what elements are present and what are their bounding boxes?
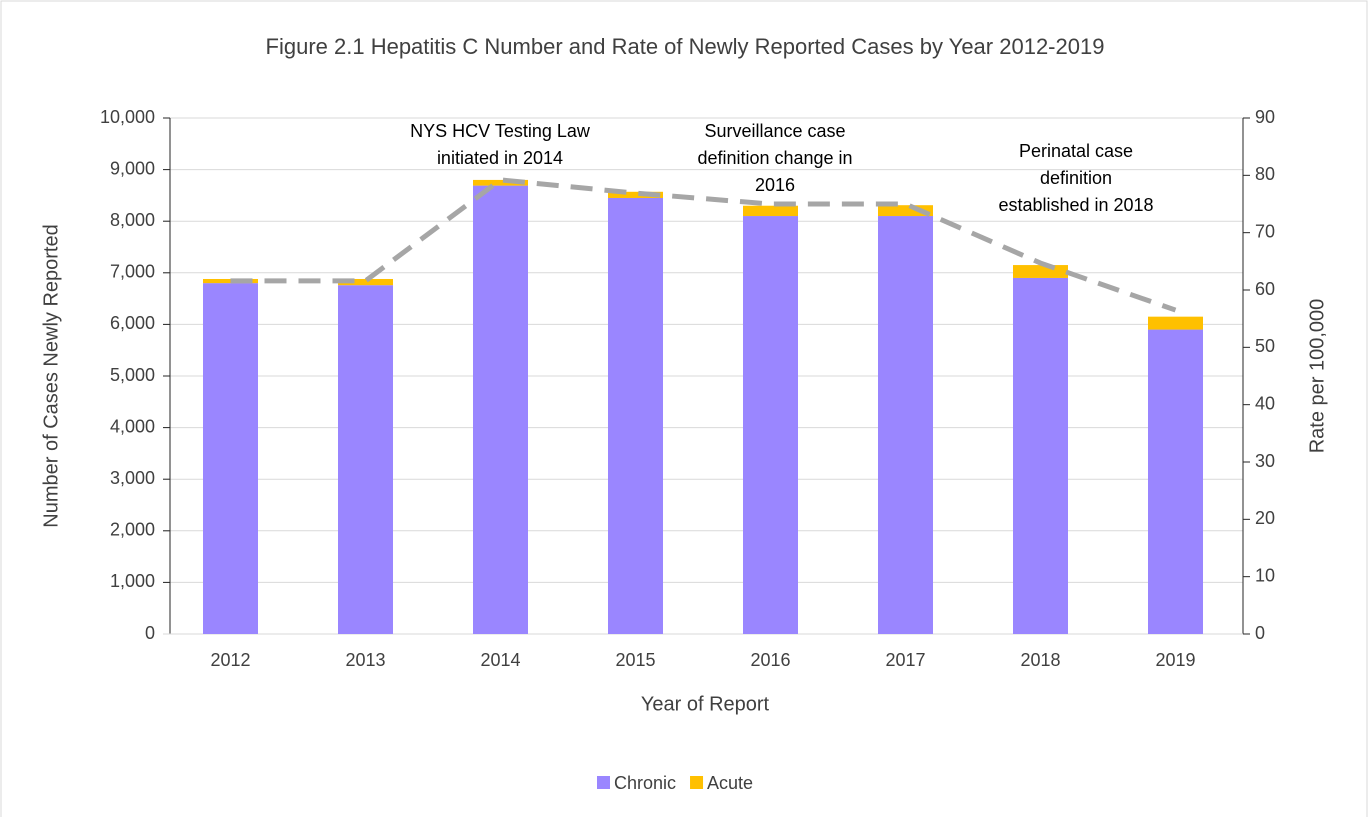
rate-line <box>230 177 1177 313</box>
y2-tick-label: 80 <box>1255 164 1275 184</box>
annotation: definition <box>1040 168 1112 188</box>
x-tick-label: 2017 <box>885 650 925 670</box>
bar <box>878 205 933 217</box>
bar <box>878 216 933 635</box>
y2-tick-label: 30 <box>1255 451 1275 471</box>
bar <box>1148 316 1203 330</box>
y2-tick-label: 10 <box>1255 565 1275 585</box>
bar <box>338 278 393 286</box>
bar <box>608 197 663 635</box>
annotation: 2016 <box>755 175 795 195</box>
y-tick-label: 0 <box>145 623 155 643</box>
legend-label: Acute <box>707 773 753 793</box>
y-tick-label: 6,000 <box>110 313 155 333</box>
x-tick-label: 2018 <box>1020 650 1060 670</box>
y-tick-label: 2,000 <box>110 520 155 540</box>
bar <box>338 285 393 634</box>
x-tick-label: 2019 <box>1155 650 1195 670</box>
y-tick-label: 1,000 <box>110 571 155 591</box>
y2-tick-label: 90 <box>1255 107 1275 127</box>
bar <box>473 185 528 634</box>
y-tick-label: 3,000 <box>110 468 155 488</box>
y-tick-label: 5,000 <box>110 365 155 385</box>
x-tick-label: 2013 <box>345 650 385 670</box>
y2-tick-label: 20 <box>1255 508 1275 528</box>
legend-label: Chronic <box>614 773 676 793</box>
y-axis-title: Number of Cases Newly Reported <box>40 224 62 527</box>
annotation: definition change in <box>697 148 852 168</box>
y2-tick-label: 50 <box>1255 336 1275 356</box>
x-axis-title: Year of Report <box>641 693 770 715</box>
y-tick-label: 10,000 <box>100 107 155 127</box>
y2-tick-label: 0 <box>1255 623 1265 643</box>
bar <box>608 191 663 198</box>
y2-tick-label: 70 <box>1255 221 1275 241</box>
y-tick-label: 7,000 <box>110 262 155 282</box>
y2-tick-label: 60 <box>1255 279 1275 299</box>
annotation: Perinatal case <box>1019 141 1133 161</box>
annotation: Surveillance case <box>704 121 845 141</box>
bar <box>203 283 258 634</box>
bar <box>473 179 528 186</box>
annotation: established in 2018 <box>998 195 1153 215</box>
y-tick-label: 4,000 <box>110 416 155 436</box>
legend-swatch <box>690 776 704 789</box>
legend-swatch <box>597 776 610 789</box>
x-tick-label: 2012 <box>210 650 250 670</box>
bar <box>1013 265 1068 278</box>
x-tick-label: 2014 <box>480 650 520 670</box>
y-tick-label: 8,000 <box>110 210 155 230</box>
bar <box>1013 277 1068 634</box>
chart-title: Figure 2.1 Hepatitis C Number and Rate o… <box>266 34 1105 59</box>
bar <box>1148 329 1203 634</box>
annotation: initiated in 2014 <box>437 148 563 168</box>
x-tick-label: 2016 <box>750 650 790 670</box>
x-tick-label: 2015 <box>615 650 655 670</box>
y-tick-label: 9,000 <box>110 158 155 178</box>
bar <box>743 205 798 217</box>
y2-tick-label: 40 <box>1255 393 1275 413</box>
annotation: NYS HCV Testing Law <box>410 121 591 141</box>
y2-axis-title: Rate per 100,000 <box>1306 299 1328 454</box>
bar <box>743 216 798 635</box>
